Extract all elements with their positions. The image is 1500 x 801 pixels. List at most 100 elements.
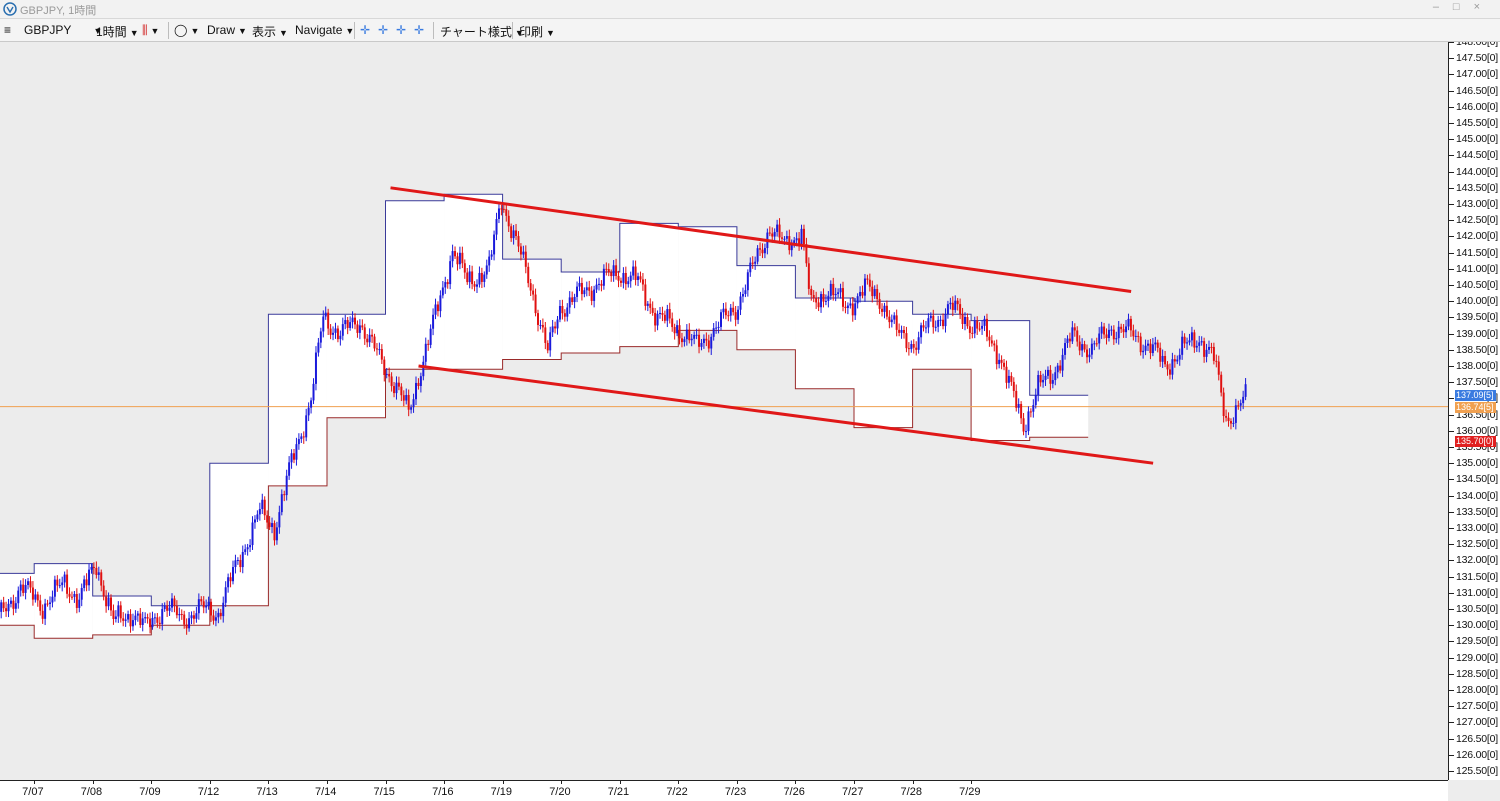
crosshair-zoom-icon[interactable]: ✛: [378, 23, 389, 37]
bull-candle: [424, 343, 427, 362]
bear-candle: [995, 345, 998, 365]
price-tick: [1449, 657, 1454, 659]
bull-candle: [1161, 355, 1164, 362]
bull-candle: [1110, 329, 1113, 331]
bull-candle: [637, 276, 640, 281]
price-tick: [1449, 252, 1454, 254]
time-tick: [854, 781, 855, 784]
bull-candle: [1125, 326, 1128, 333]
price-label: 140.00[0]: [1456, 295, 1498, 308]
bull-candle: [224, 587, 227, 603]
bear-candle: [156, 617, 159, 623]
bull-candle: [422, 361, 425, 377]
price-tick: [1449, 690, 1454, 691]
price-tick: [1449, 609, 1454, 610]
timeframe-selector[interactable]: 1時間 ▼: [96, 25, 139, 39]
bear-candle: [778, 224, 781, 238]
price-label: 143.50[0]: [1456, 181, 1498, 194]
date-label: 7/19: [490, 786, 513, 798]
chart-area[interactable]: [0, 42, 1448, 780]
bear-candle: [732, 307, 735, 313]
bull-candle: [981, 325, 984, 329]
daily-range-box: [0, 573, 35, 626]
price-tick: [1449, 544, 1454, 546]
bear-candle: [1120, 326, 1123, 330]
bull-candle: [136, 613, 139, 616]
bull-candle: [493, 234, 496, 255]
bull-candle: [1088, 354, 1091, 358]
bull-candle: [863, 278, 866, 296]
bull-candle: [300, 436, 303, 440]
print-menu[interactable]: 印刷 ▼: [519, 25, 555, 39]
bear-candle: [363, 327, 366, 339]
bear-candle: [1059, 365, 1062, 371]
bear-candle: [41, 610, 44, 619]
bull-candle: [222, 602, 225, 617]
navigate-menu[interactable]: Navigate ▼: [295, 23, 355, 37]
bull-candle: [58, 585, 61, 587]
bear-candle: [283, 494, 286, 496]
bear-candle: [817, 302, 820, 308]
bull-candle: [1144, 345, 1147, 351]
bull-candle: [1239, 403, 1242, 406]
bull-candle: [324, 312, 327, 317]
price-label: 125.50[0]: [1456, 765, 1498, 777]
price-tick: [1449, 349, 1454, 351]
bear-candle: [537, 313, 539, 325]
bull-candle: [290, 453, 293, 463]
display-menu[interactable]: 表示 ▼: [252, 25, 288, 39]
bear-candle: [688, 329, 691, 341]
bear-candle: [507, 215, 510, 227]
bull-candle: [476, 284, 478, 287]
bull-candle: [632, 266, 635, 276]
price-chart[interactable]: [0, 42, 1448, 780]
candle-type-button[interactable]: ⫼ ▼: [142, 23, 160, 37]
price-tick: [1449, 738, 1454, 740]
time-tick: [561, 781, 563, 784]
bear-candle: [354, 317, 356, 325]
crosshair-icon[interactable]: ✛: [360, 23, 371, 37]
price-axis[interactable]: 125.50[0] 126.00[0] 126.50[0] 127.00[0] 127.…: [1448, 42, 1500, 780]
bull-candle: [695, 334, 698, 336]
bull-candle: [900, 329, 903, 333]
bear-candle: [1103, 326, 1106, 335]
date-label: 7/20: [549, 786, 571, 798]
price-label: 142.50[0]: [1456, 214, 1498, 227]
date-label: 7/15: [373, 786, 395, 798]
scroll-left-icon[interactable]: ✛: [396, 23, 407, 37]
bear-candle: [517, 236, 520, 247]
bear-candle: [571, 297, 574, 303]
bull-candle: [410, 407, 413, 410]
bear-candle: [959, 304, 962, 315]
bull-candle: [1107, 329, 1110, 339]
price-label: 139.50[0]: [1456, 311, 1498, 324]
bull-candle: [451, 251, 454, 262]
bull-candle: [820, 294, 823, 308]
draw-menu[interactable]: Draw ▼: [207, 23, 247, 37]
bear-candle: [1112, 329, 1115, 340]
bull-candle: [441, 287, 444, 296]
bear-candle: [1203, 341, 1206, 357]
shape-tool-button[interactable]: ◯ ▼: [174, 23, 200, 37]
bull-candle: [598, 283, 600, 285]
bear-candle: [239, 560, 242, 568]
window-controls[interactable]: ‒□×: [1432, 1, 1494, 13]
bear-candle: [1183, 336, 1186, 344]
bear-candle: [888, 316, 891, 323]
price-label: 128.00[0]: [1456, 684, 1498, 696]
symbol-selector[interactable]: GBPJPY ▼: [24, 23, 103, 37]
bear-candle: [651, 307, 654, 313]
bear-candle: [1020, 403, 1023, 419]
bull-candle: [295, 444, 298, 460]
price-tick: [1449, 74, 1454, 76]
price-label: 133.00[0]: [1456, 522, 1498, 534]
scroll-right-icon[interactable]: ✛: [414, 23, 425, 37]
daily-low-outline: [0, 329, 1089, 639]
price-tick: [1449, 528, 1454, 529]
bear-candle: [1149, 343, 1152, 354]
bull-candle: [227, 577, 230, 588]
chart-style-menu[interactable]: チャート様式 ▼: [440, 25, 524, 39]
bull-candle: [124, 619, 127, 621]
time-axis[interactable]: 7/07 7/08 7/09 7/12 7/13 7/14 7/15 7/16 7/19 7/20…: [0, 780, 1448, 801]
title-bar: GBPJPY, 1時間 ‒□×: [0, 0, 1500, 19]
